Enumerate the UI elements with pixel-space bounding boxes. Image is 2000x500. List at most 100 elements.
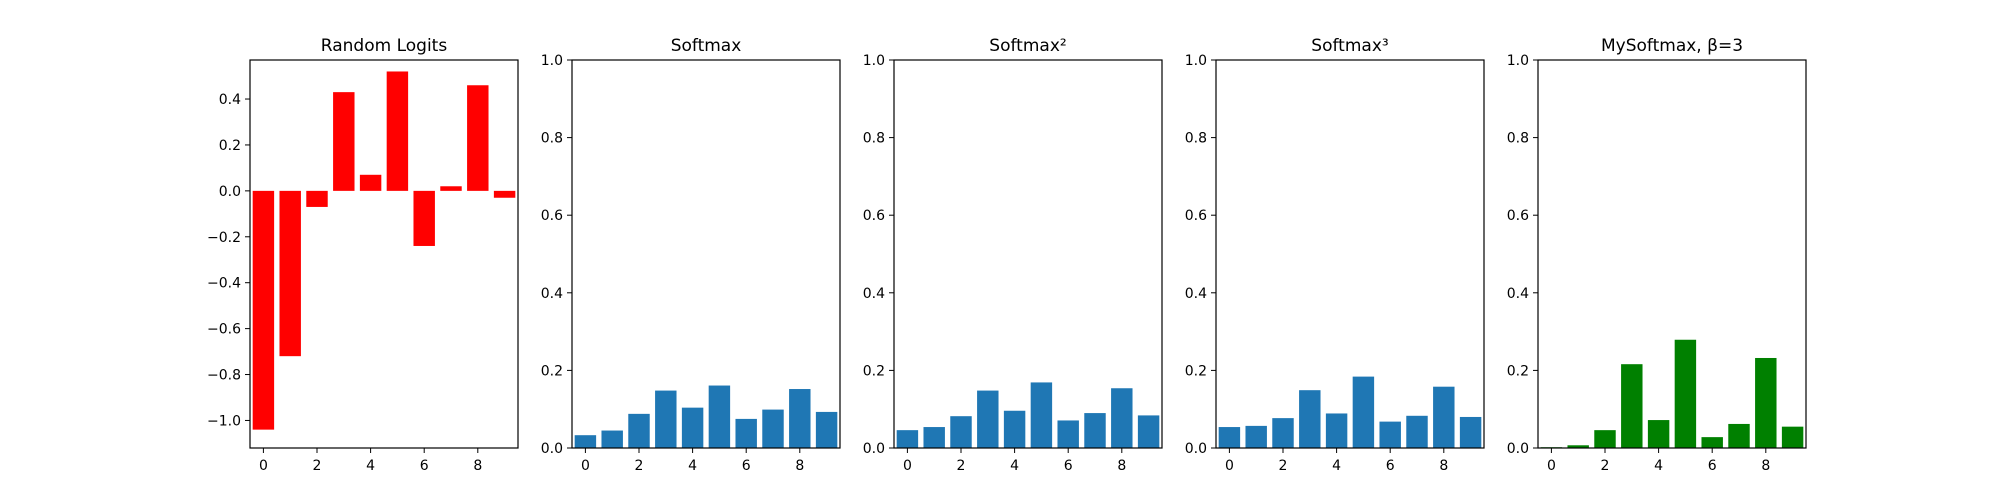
bar xyxy=(1325,413,1348,448)
x-tick-label: 4 xyxy=(688,458,697,474)
bar xyxy=(923,427,945,448)
bar xyxy=(1272,418,1294,448)
bar xyxy=(681,407,704,448)
chart-title: Random Logits xyxy=(321,36,448,56)
bar xyxy=(815,411,838,448)
chart-panel-1: 0.0 0.2 0.4 0.6 0.8 1.0 0 2 4 6 8 Softmax xyxy=(541,36,841,474)
bar xyxy=(896,430,919,448)
y-tick-label: 0.4 xyxy=(219,92,241,108)
x-tick-label: 8 xyxy=(1761,458,1770,474)
y-tick-label: 0.2 xyxy=(541,363,563,379)
y-tick-label: 0.4 xyxy=(541,286,563,302)
x-tick-label: 2 xyxy=(635,458,644,474)
bar xyxy=(1594,430,1616,448)
x-tick-label: 4 xyxy=(1010,458,1019,474)
bar xyxy=(440,186,462,191)
bar xyxy=(950,416,972,448)
chart-panel-4: 0.0 0.2 0.4 0.6 0.8 1.0 0 2 4 6 8 MySoftmax, β=3 xyxy=(1507,36,1807,474)
bar xyxy=(1030,382,1053,448)
bar xyxy=(493,190,516,198)
bar xyxy=(1003,410,1026,448)
bar xyxy=(1057,420,1079,448)
x-tick-label: 6 xyxy=(1386,458,1395,474)
y-tick-label: 0.0 xyxy=(541,441,563,457)
chart-title: Softmax xyxy=(671,36,742,56)
bar xyxy=(628,413,650,448)
x-tick-label: 6 xyxy=(1064,458,1073,474)
chart-title: Softmax³ xyxy=(1311,36,1388,56)
bar xyxy=(1459,416,1482,448)
y-tick-label: 1.0 xyxy=(541,53,563,69)
bar xyxy=(1299,390,1321,448)
bar xyxy=(655,390,677,448)
x-tick-label: 0 xyxy=(259,458,268,474)
bar xyxy=(762,409,784,448)
chart-panel-0: −1.0 −0.8 −0.6 −0.4 −0.2 0.0 0.2 0.4 0 2 4 6 8 Random… xyxy=(207,36,519,474)
bar xyxy=(574,435,597,448)
bar xyxy=(1674,339,1697,448)
x-tick-label: 8 xyxy=(795,458,804,474)
bar xyxy=(735,418,757,448)
y-tick-label: −0.6 xyxy=(207,322,241,338)
axes-frame xyxy=(893,59,1163,449)
x-tick-label: 2 xyxy=(1279,458,1288,474)
bar xyxy=(1781,426,1804,448)
y-tick-label: 1.0 xyxy=(1185,53,1207,69)
x-tick-label: 4 xyxy=(366,458,375,474)
bar xyxy=(601,430,623,448)
x-tick-label: 2 xyxy=(957,458,966,474)
x-tick-label: 6 xyxy=(742,458,751,474)
x-tick-label: 8 xyxy=(1117,458,1126,474)
y-tick-label: 0.6 xyxy=(541,208,563,224)
chart-title: MySoftmax, β=3 xyxy=(1601,36,1743,56)
bar xyxy=(1137,415,1160,448)
x-tick-label: 0 xyxy=(1547,458,1556,474)
x-tick-label: 4 xyxy=(1332,458,1341,474)
bar xyxy=(413,190,435,246)
chart-title: Softmax² xyxy=(989,36,1066,56)
bar xyxy=(1567,445,1589,448)
y-tick-label: 1.0 xyxy=(1507,53,1529,69)
y-tick-label: 0.0 xyxy=(1507,441,1529,457)
bar xyxy=(467,85,489,191)
y-tick-label: 0.2 xyxy=(1185,363,1207,379)
x-tick-label: 6 xyxy=(1708,458,1717,474)
bar xyxy=(1406,415,1428,448)
bar xyxy=(333,92,355,191)
y-tick-label: −1.0 xyxy=(207,413,241,429)
x-tick-label: 0 xyxy=(1225,458,1234,474)
chart-panel-3: 0.0 0.2 0.4 0.6 0.8 1.0 0 2 4 6 8 Softmax³ xyxy=(1185,36,1485,474)
bar xyxy=(1379,421,1401,448)
x-tick-label: 8 xyxy=(1439,458,1448,474)
y-tick-label: 0.8 xyxy=(541,131,563,147)
y-tick-label: 0.6 xyxy=(1185,208,1207,224)
y-tick-label: 0.2 xyxy=(863,363,885,379)
bar xyxy=(359,174,382,191)
bar xyxy=(1111,388,1133,448)
x-tick-label: 6 xyxy=(420,458,429,474)
y-tick-label: 0.0 xyxy=(1185,441,1207,457)
bar xyxy=(1755,357,1777,448)
bar xyxy=(1084,413,1106,448)
y-tick-label: 0.6 xyxy=(863,208,885,224)
chart-panel-2: 0.0 0.2 0.4 0.6 0.8 1.0 0 2 4 6 8 Softmax² xyxy=(863,36,1163,474)
axes-frame xyxy=(571,59,841,449)
bar xyxy=(1701,437,1723,448)
bar xyxy=(1647,420,1670,448)
bar xyxy=(1245,425,1267,448)
x-tick-label: 0 xyxy=(581,458,590,474)
bar xyxy=(977,390,999,448)
y-tick-label: 0.4 xyxy=(1507,286,1529,302)
axes-frame xyxy=(1537,59,1807,449)
x-tick-label: 4 xyxy=(1654,458,1663,474)
y-tick-label: 0.2 xyxy=(219,138,241,154)
bar xyxy=(1352,376,1375,448)
y-tick-label: 0.2 xyxy=(1507,363,1529,379)
bar xyxy=(1218,427,1241,448)
y-tick-label: 0.8 xyxy=(1507,131,1529,147)
bar xyxy=(1433,386,1455,448)
x-tick-label: 2 xyxy=(1601,458,1610,474)
bar xyxy=(1621,364,1643,448)
y-tick-label: 0.8 xyxy=(1185,131,1207,147)
